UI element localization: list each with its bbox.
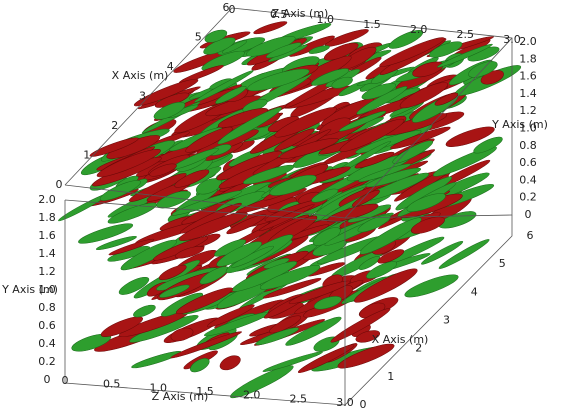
- axis-title: X Axis (m): [372, 333, 429, 346]
- tick-label: 2.0: [38, 193, 56, 206]
- tick-label: 0.4: [519, 173, 537, 186]
- tick-label: 0.2: [519, 191, 537, 204]
- tick-label: 0.4: [38, 337, 56, 350]
- tick-label: 1.8: [519, 52, 537, 65]
- vortex-green: [228, 361, 296, 402]
- tick-label: 0.2: [38, 355, 56, 368]
- tick-label: 6: [223, 1, 230, 14]
- tick-label: 2.0: [243, 389, 261, 402]
- vortex-red: [218, 353, 243, 373]
- vortex-green: [132, 303, 157, 320]
- tick-label: 5: [195, 31, 202, 44]
- visualization: 00.51.01.52.02.53.0Z Axis (m)0123456X Ax…: [0, 0, 569, 415]
- tick-label: 3.0: [503, 33, 521, 46]
- tick-label: 0: [62, 374, 69, 387]
- tick-label: 3.0: [336, 396, 354, 409]
- tick-label: 6: [527, 229, 534, 242]
- tick-label: 0: [360, 398, 367, 411]
- tick-label: 1: [83, 149, 90, 162]
- tick-label: 3: [443, 314, 450, 327]
- tick-label: 1.5: [363, 18, 381, 31]
- axis-title: Z Axis (m): [152, 390, 209, 403]
- tick-label: 0.6: [519, 156, 537, 169]
- tick-label: 0.8: [38, 301, 56, 314]
- tick-label: 0.6: [38, 319, 56, 332]
- axis-title: Z Axis (m): [272, 7, 329, 20]
- tick-label: 2.0: [410, 23, 428, 36]
- vortex-green: [131, 349, 183, 371]
- tick-label: 1.4: [519, 87, 537, 100]
- tick-label: 1.8: [38, 211, 56, 224]
- tick-label: 4: [471, 285, 478, 298]
- tick-label: 1.2: [38, 265, 56, 278]
- tick-label: 2.0: [519, 35, 537, 48]
- tick-label: 0.5: [103, 378, 121, 391]
- tick-label: 3: [139, 90, 146, 103]
- tick-label: 0.8: [519, 139, 537, 152]
- tick-label: 1.6: [38, 229, 56, 242]
- tick-label: 2.5: [457, 28, 475, 41]
- tick-label: 2.5: [290, 392, 308, 405]
- vortex-red: [253, 19, 288, 36]
- axis-title: X Axis (m): [112, 69, 169, 82]
- axis-title: Y Axis (m): [1, 283, 58, 296]
- tick-label: 2: [111, 119, 118, 132]
- axis-title: Y Axis (m): [491, 118, 548, 131]
- tick-label: 1.6: [519, 70, 537, 83]
- tick-label: 1.2: [519, 104, 537, 117]
- tick-label: 0: [229, 3, 236, 16]
- tick-label: 5: [499, 257, 506, 270]
- tick-label: 1.4: [38, 247, 56, 260]
- tick-label: 0: [44, 373, 51, 386]
- tick-label: 0: [56, 178, 63, 191]
- tick-label: 0: [525, 208, 532, 221]
- tick-label: 1: [387, 370, 394, 383]
